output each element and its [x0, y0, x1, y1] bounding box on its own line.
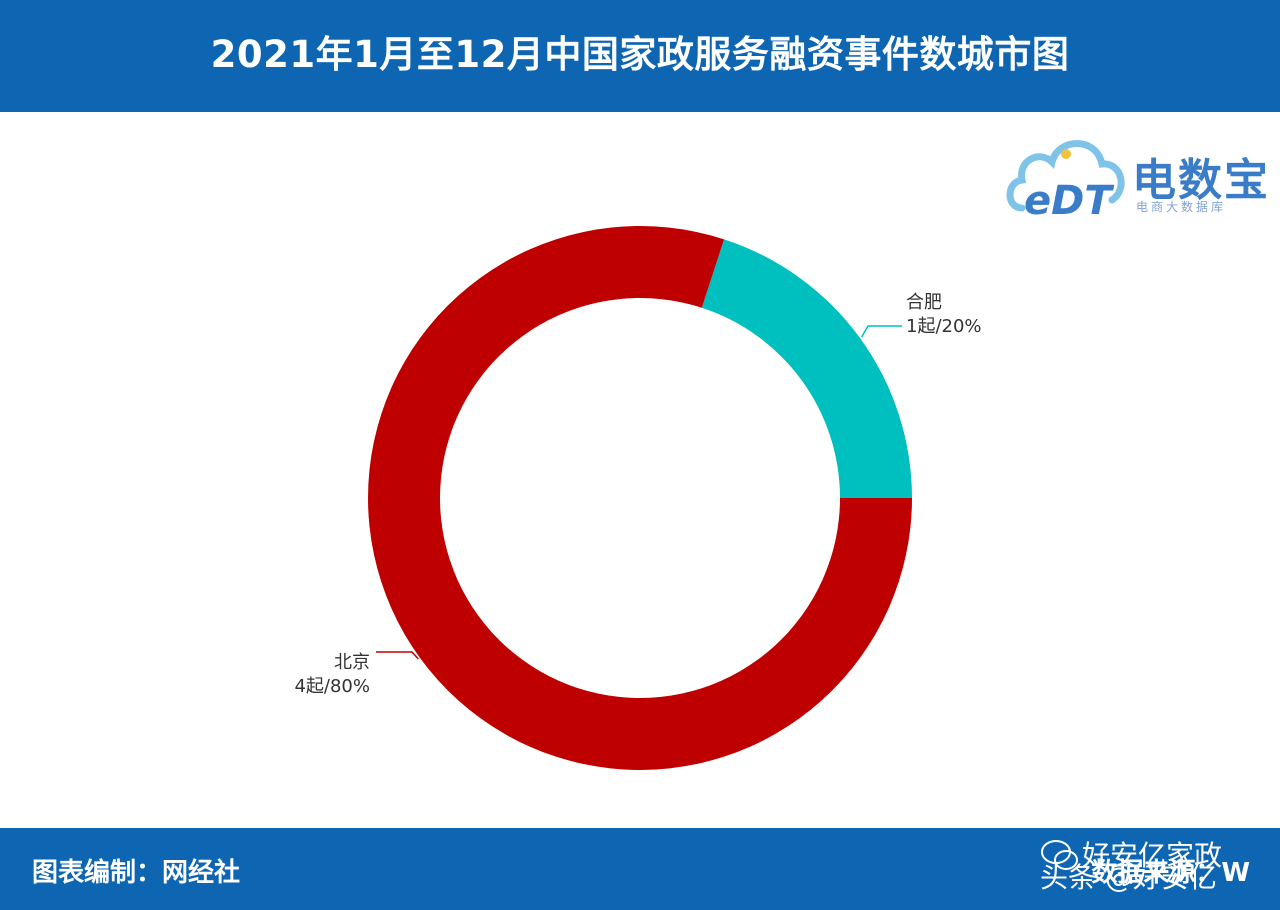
logo-mark: eDT — [1024, 178, 1114, 220]
chart-title: 2021年1月至12月中国家政服务融资事件数城市图 — [210, 33, 1070, 76]
logo-name: 电数宝 — [1132, 155, 1270, 206]
header-bar: 2021年1月至12月中国家政服务融资事件数城市图 — [0, 0, 1280, 112]
wechat-icon — [1041, 840, 1078, 870]
slice-value-label-1: 4起/80% — [294, 676, 370, 697]
watermark-handle: 头条 @好安亿 — [1040, 861, 1217, 894]
watermark: 好安亿家政 头条 @好安亿 — [1040, 832, 1270, 908]
edt-logo: eDT 电数宝 电商大数据库 — [1004, 120, 1270, 224]
slice-name-label-0: 合肥 — [906, 292, 942, 313]
slice-0 — [701, 239, 912, 498]
footer-source: 数据来源：W — [1091, 858, 1250, 888]
slice-name-label-1: 北京 — [334, 652, 370, 673]
cloud-icon: eDT — [1006, 140, 1125, 224]
donut-chart: 合肥 1起/20% 北京 4起/80% — [294, 226, 982, 770]
leader-line-1 — [376, 651, 419, 660]
logo-subtitle: 电商大数据库 — [1136, 200, 1227, 214]
watermark-account: 好安亿家政 — [1082, 839, 1223, 872]
slice-value-label-0: 1起/20% — [906, 316, 982, 337]
footer-credit: 图表编制：网经社 — [32, 858, 241, 888]
leader-line-0 — [861, 325, 902, 338]
